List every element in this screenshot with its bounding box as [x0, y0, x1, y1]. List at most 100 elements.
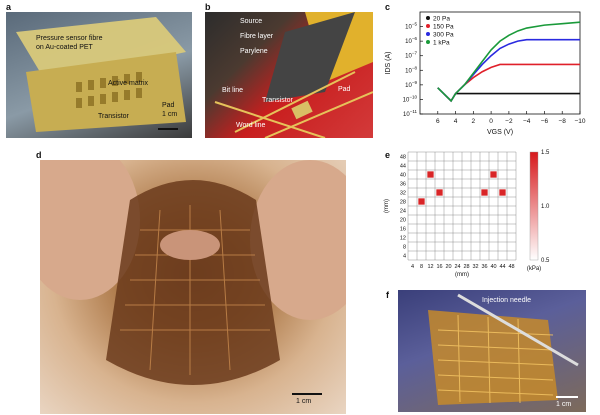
- x-tick-label: 4: [411, 264, 414, 270]
- colorbar-tick-label: 1.0: [541, 204, 550, 210]
- colorbar-tick-label: 0.5: [541, 258, 550, 264]
- x-axis-label: (mm): [455, 272, 469, 278]
- parylene-annotation: Parylene: [240, 48, 268, 55]
- panel-f-photo: [398, 290, 586, 412]
- legend-marker-0: [426, 16, 430, 20]
- y-tick-label: 28: [400, 200, 406, 206]
- y-tick-label: 8: [403, 245, 406, 251]
- colorbar-unit: (kPa): [527, 266, 541, 272]
- legend-label-2: 300 Pa: [433, 31, 454, 38]
- x-tick-label: 20: [445, 264, 451, 270]
- panel-b-photo: [205, 12, 373, 138]
- panel-f-label: f: [386, 290, 389, 300]
- flexible-sensor-illustration: [40, 160, 346, 385]
- fibre-layer-annotation: Fibre layer: [240, 33, 274, 40]
- scale-annotation-d: 1 cm: [296, 398, 312, 405]
- x-tick-label: 12: [427, 264, 433, 270]
- x-tick-label: 16: [436, 264, 442, 270]
- x-tick-label: 36: [481, 264, 487, 270]
- x-tick-label: 28: [463, 264, 469, 270]
- plot-frame: [419, 11, 581, 115]
- scale-bar-f: [556, 396, 578, 398]
- y-axis-label: (mm): [384, 199, 390, 213]
- y-tick-label: 12: [400, 236, 406, 242]
- y-tick-label: 4: [403, 254, 406, 260]
- y-tick-label: 16: [400, 227, 406, 233]
- x-tick-label: −6: [541, 118, 549, 125]
- transistor-annotation-b: Transistor: [262, 97, 293, 104]
- x-tick-label: 40: [490, 264, 496, 270]
- y-tick-label: 36: [400, 182, 406, 188]
- y-tick-label: 32: [400, 191, 406, 197]
- y-tick-label: 40: [400, 173, 406, 179]
- series-line-3: [437, 21, 581, 103]
- sensor-sheet-illustration: [16, 17, 186, 132]
- x-tick-label: 4: [454, 118, 458, 125]
- legend-label-1: 150 Pa: [433, 23, 454, 30]
- pressed-cell-5: [418, 198, 425, 205]
- x-tick-label: 6: [436, 118, 440, 125]
- legend-marker-1: [426, 24, 430, 28]
- source-annotation: Source: [240, 18, 263, 25]
- x-tick-label: −4: [523, 118, 531, 125]
- legend-marker-2: [426, 32, 430, 36]
- pressed-cell-3: [481, 189, 488, 196]
- injection-needle-illustration: [428, 293, 579, 405]
- x-tick-label: −2: [505, 118, 513, 125]
- panel-d-label: d: [36, 150, 42, 160]
- panel-b-label: b: [205, 2, 211, 12]
- y-tick-label: 20: [400, 218, 406, 224]
- panel-d-photo: [40, 160, 346, 414]
- x-tick-label: 2: [472, 118, 476, 125]
- x-tick-label: 48: [508, 264, 514, 270]
- transfer-curve-chart: 6 4 2 0 −2 −4 −6 −8 −10 10−11 10−10 10−9 10−8 10−7 10−…: [385, 11, 586, 136]
- transistor-annotation: Transistor: [98, 113, 129, 120]
- y-tick-label: 10−7: [405, 51, 417, 60]
- pressed-cell-1: [490, 171, 497, 178]
- panel-e-label: e: [385, 150, 391, 160]
- y-tick-label: 10−8: [405, 65, 417, 74]
- y-tick-label: 24: [400, 209, 406, 215]
- bit-line-annotation: Bit line: [222, 87, 244, 94]
- device-cross-section-illustration: [214, 12, 373, 138]
- x-tick-label: −10: [574, 118, 585, 125]
- y-axis-label: IDS (A): [385, 52, 392, 75]
- pad-annotation: Pad: [162, 102, 175, 109]
- pressed-cell-0: [427, 171, 434, 178]
- pad-annotation-b: Pad: [338, 86, 351, 93]
- pressure-heatmap-chart: 4 8 12 16 20 24 28 32 36 40 44 48481216202428323640…: [384, 150, 550, 278]
- panel-c-label: c: [385, 2, 391, 12]
- y-tick-label: 10−6: [405, 36, 417, 45]
- series-line-2: [437, 38, 580, 103]
- y-tick-label: 10−9: [405, 80, 417, 89]
- colorbar-tick-label: 1.5: [541, 150, 550, 156]
- y-tick-label: 48: [400, 155, 406, 161]
- x-tick-label: 8: [420, 264, 423, 270]
- x-tick-label: 32: [472, 264, 478, 270]
- pressed-cell-4: [499, 189, 506, 196]
- x-tick-label: 0: [489, 118, 493, 125]
- panel-a-photo: [6, 12, 192, 138]
- scale-bar-a: [158, 128, 178, 130]
- scale-annotation-f: 1 cm: [556, 401, 572, 408]
- scale-bar-d: [292, 393, 322, 395]
- legend-marker-3: [426, 40, 430, 44]
- active-matrix-annotation: Active matrix: [108, 80, 149, 87]
- legend-label-3: 1 kPa: [433, 39, 450, 46]
- x-tick-label: −8: [559, 118, 567, 125]
- legend-label-0: 20 Pa: [433, 15, 450, 22]
- scale-annotation: 1 cm: [162, 111, 178, 118]
- series-line-1: [437, 63, 580, 103]
- y-tick-label: 44: [400, 164, 406, 170]
- fibre-annotation: Pressure sensor fibre: [36, 35, 103, 42]
- panel-a-label: a: [6, 2, 12, 12]
- fibre-annotation-2: on Au-coated PET: [36, 44, 93, 51]
- x-tick-label: 24: [454, 264, 460, 270]
- y-tick-label: 10−5: [405, 22, 417, 31]
- y-tick-label: 10−10: [403, 94, 418, 103]
- x-axis-label: VGS (V): [487, 129, 513, 136]
- x-tick-label: 44: [499, 264, 505, 270]
- pressed-cell-2: [436, 189, 443, 196]
- injection-needle-annotation: Injection needle: [482, 297, 532, 304]
- y-tick-label: 10−11: [403, 109, 417, 118]
